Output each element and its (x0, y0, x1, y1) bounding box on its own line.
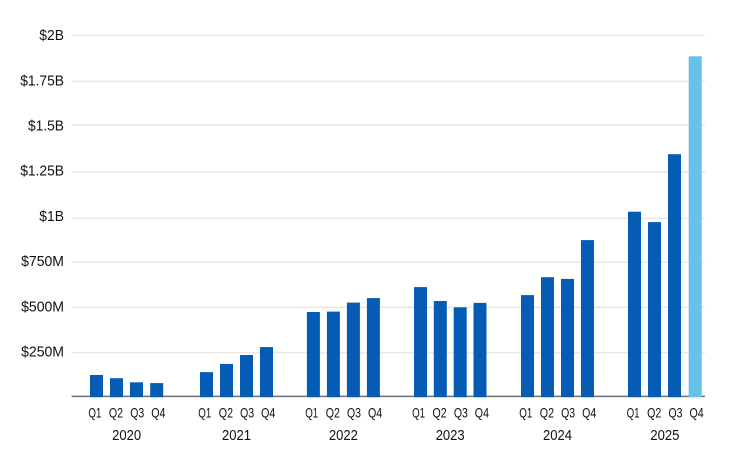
svg-text:$1B: $1B (39, 209, 64, 225)
svg-text:$250M: $250M (21, 345, 64, 361)
svg-text:Q4: Q4 (582, 404, 596, 420)
svg-text:Q1: Q1 (305, 404, 318, 420)
svg-text:Q3: Q3 (454, 404, 468, 420)
svg-text:2022: 2022 (329, 427, 358, 444)
svg-text:2025: 2025 (650, 427, 679, 444)
svg-text:$2B: $2B (39, 28, 64, 44)
svg-text:Q2: Q2 (540, 404, 554, 420)
svg-text:Q2: Q2 (219, 404, 233, 420)
svg-text:$750M: $750M (21, 254, 64, 270)
svg-text:2023: 2023 (436, 427, 465, 444)
svg-text:Q3: Q3 (240, 404, 254, 420)
svg-text:Q2: Q2 (433, 404, 447, 420)
svg-text:Q2: Q2 (647, 404, 661, 420)
svg-text:Q2: Q2 (109, 404, 123, 420)
svg-text:Q1: Q1 (519, 404, 532, 420)
svg-text:Q1: Q1 (627, 404, 640, 420)
svg-text:$1.75B: $1.75B (20, 73, 64, 89)
svg-text:Q4: Q4 (368, 404, 382, 420)
svg-text:$500M: $500M (21, 299, 64, 315)
svg-text:2024: 2024 (543, 427, 572, 444)
svg-text:Q4: Q4 (690, 404, 704, 420)
svg-text:Q3: Q3 (669, 404, 683, 420)
svg-text:Q3: Q3 (347, 404, 361, 420)
svg-text:Q4: Q4 (261, 404, 275, 420)
svg-text:Q1: Q1 (88, 404, 101, 420)
svg-text:Q4: Q4 (475, 404, 489, 420)
svg-text:$1.5B: $1.5B (28, 119, 64, 135)
svg-text:Q3: Q3 (561, 404, 575, 420)
svg-text:2020: 2020 (112, 427, 141, 444)
svg-text:Q1: Q1 (412, 404, 425, 420)
svg-text:Q4: Q4 (151, 404, 165, 420)
svg-text:Q3: Q3 (130, 404, 144, 420)
svg-text:Q2: Q2 (326, 404, 340, 420)
svg-text:2021: 2021 (222, 427, 251, 444)
svg-text:Q1: Q1 (198, 404, 211, 420)
svg-text:$1.25B: $1.25B (20, 164, 64, 180)
